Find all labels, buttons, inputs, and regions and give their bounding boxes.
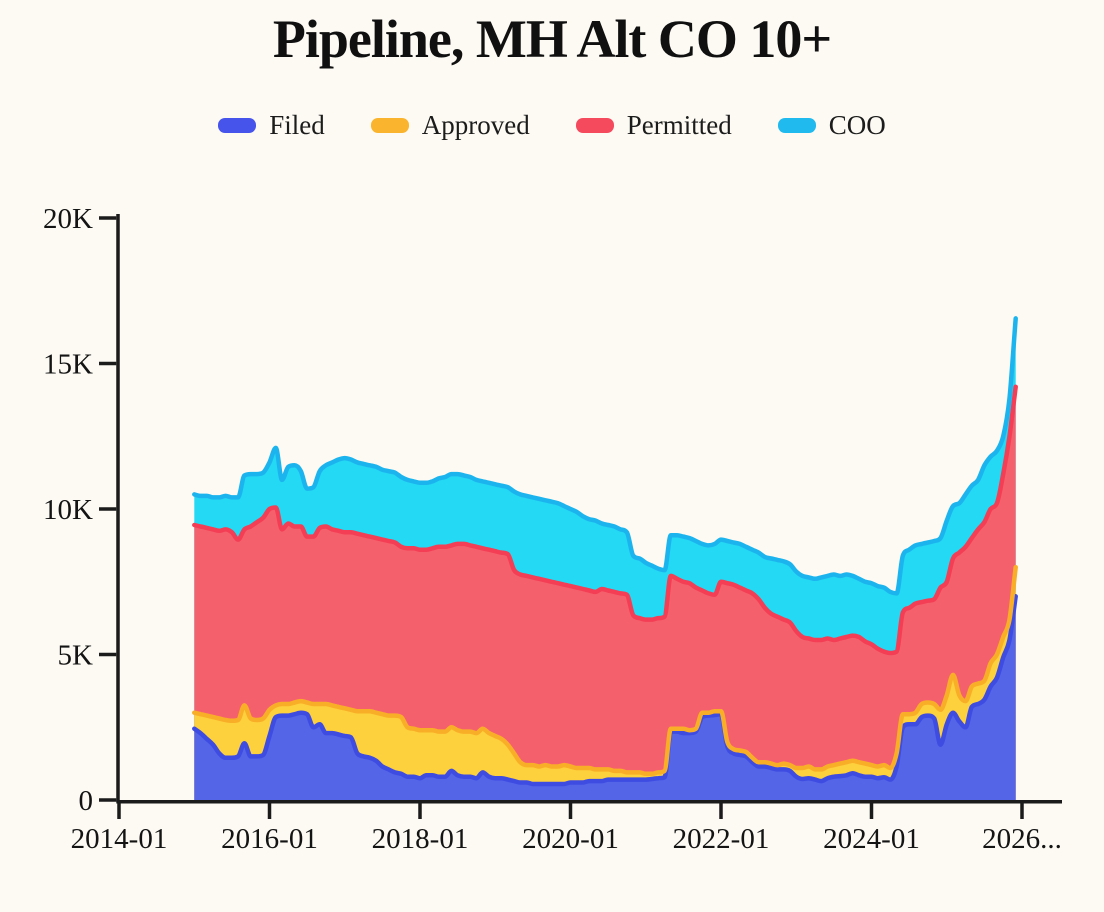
y-tick-label: 20K [43, 203, 93, 235]
x-tick-label: 2026... [982, 823, 1062, 855]
legend-item-coo[interactable]: COO [777, 110, 886, 140]
legend-item-filed[interactable]: Filed [218, 112, 325, 139]
x-tick-label: 2020-01 [522, 823, 619, 855]
y-tick-label: 10K [43, 494, 93, 526]
legend: Filed Approved Permitted COO [0, 112, 1104, 139]
area-filed [194, 596, 1016, 800]
x-tick-label: 2016-01 [221, 823, 318, 855]
legend-item-permitted[interactable]: Permitted [575, 110, 732, 140]
x-tick-label: 2014-01 [71, 823, 168, 855]
legend-label-filed: Filed [269, 110, 325, 140]
y-tick-label: 0 [79, 785, 94, 817]
area-approved [194, 567, 1016, 800]
legend-label-permitted: Permitted [626, 110, 732, 140]
legend-item-approved[interactable]: Approved [370, 110, 530, 140]
line-approved [192, 564, 1018, 777]
line-permitted [192, 384, 1018, 656]
line-filed [192, 594, 1018, 787]
x-tick-label: 2022-01 [673, 823, 770, 855]
coo-swatch-icon [777, 118, 816, 133]
area-permitted [194, 386, 1016, 800]
x-tick-label: 2024-01 [823, 823, 920, 855]
legend-label-coo: COO [828, 110, 886, 140]
line-coo [192, 316, 1018, 596]
plot-area[interactable] [118, 214, 1062, 802]
legend-label-approved: Approved [421, 110, 530, 140]
filed-swatch-icon [218, 118, 257, 133]
y-tick-label: 15K [43, 349, 93, 381]
permitted-swatch-icon [575, 118, 614, 133]
y-tick-label: 5K [58, 640, 94, 672]
approved-swatch-icon [370, 118, 409, 133]
chart-title: Pipeline, MH Alt CO 10+ [272, 9, 832, 69]
x-tick-label: 2018-01 [372, 823, 469, 855]
